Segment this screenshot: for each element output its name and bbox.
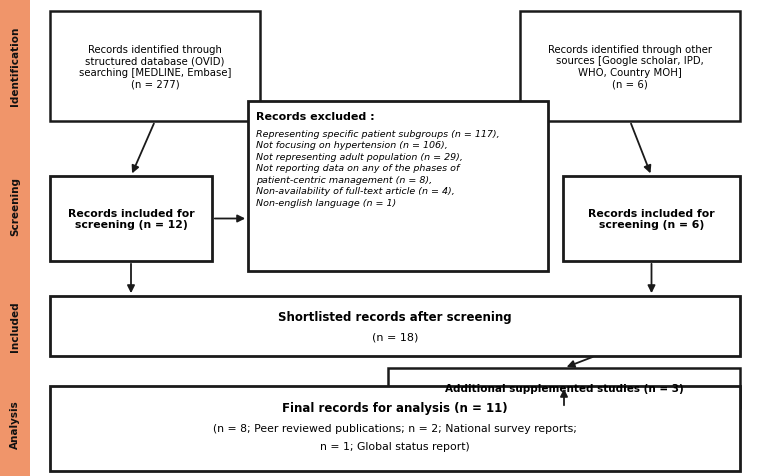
Text: n = 1; Global status report): n = 1; Global status report) xyxy=(320,441,470,451)
Text: (n = 18): (n = 18) xyxy=(372,331,419,341)
Bar xyxy=(50,177,212,261)
Text: Additional supplemented studies (n = 3): Additional supplemented studies (n = 3) xyxy=(444,383,683,393)
Text: Representing specific patient subgroups (n = 117),
Not focusing on hypertension : Representing specific patient subgroups … xyxy=(256,130,499,207)
Bar xyxy=(248,102,548,271)
Text: Records excluded :: Records excluded : xyxy=(256,112,375,122)
Text: Analysis: Analysis xyxy=(10,399,20,448)
Bar xyxy=(520,12,740,122)
Bar xyxy=(50,12,260,122)
Text: Records identified through
structured database (OVID)
searching [MEDLINE, Embase: Records identified through structured da… xyxy=(79,45,231,89)
Bar xyxy=(0,0,30,132)
Text: Records included for
screening (n = 6): Records included for screening (n = 6) xyxy=(588,208,715,230)
Bar xyxy=(563,177,740,261)
Text: Included: Included xyxy=(10,301,20,352)
Bar xyxy=(0,132,30,281)
Text: Identification: Identification xyxy=(10,26,20,106)
Bar xyxy=(50,297,740,356)
Text: Records included for
screening (n = 12): Records included for screening (n = 12) xyxy=(68,208,194,230)
Text: (n = 8; Peer reviewed publications; n = 2; National survey reports;: (n = 8; Peer reviewed publications; n = … xyxy=(213,423,577,433)
Bar xyxy=(0,281,30,371)
Bar xyxy=(388,368,740,408)
Text: Final records for analysis (n = 11): Final records for analysis (n = 11) xyxy=(282,402,508,415)
Text: Shortlisted records after screening: Shortlisted records after screening xyxy=(279,310,512,323)
Text: Records identified through other
sources [Google scholar, IPD,
WHO, Country MOH]: Records identified through other sources… xyxy=(548,45,712,89)
Bar xyxy=(0,371,30,476)
Text: Screening: Screening xyxy=(10,177,20,236)
Bar xyxy=(50,386,740,471)
